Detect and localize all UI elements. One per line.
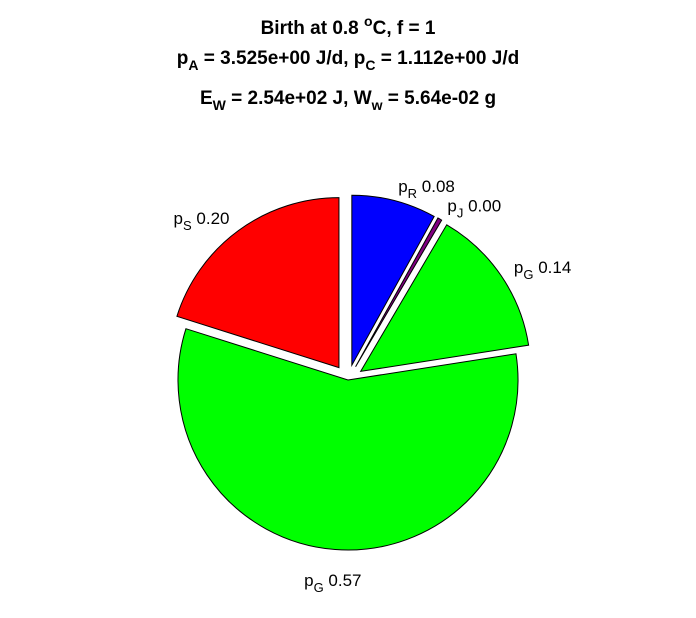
chart-title-line-3: EW = 2.54e+02 J, Ww = 5.64e-02 g: [200, 88, 496, 113]
pie-slice-pg-3: [177, 328, 519, 551]
pie-label-pg-3: pG 0.57: [304, 571, 361, 595]
pie-slice-pr-0: [351, 194, 435, 368]
pie-label-pg-2: pG 0.14: [514, 258, 571, 282]
pie-label-ps-4: pS 0.20: [174, 209, 230, 233]
chart-title-line-1: Birth at 0.8 oC, f = 1: [261, 13, 436, 39]
chart-title-line-2: pA = 3.525e+00 J/d, pC = 1.112e+00 J/d: [177, 48, 519, 73]
pie-slices: [176, 194, 530, 551]
pie-label-pj-1: pJ 0.00: [447, 197, 501, 221]
pie-slice-pg-2: [359, 224, 530, 373]
pie-slice-ps-4: [176, 197, 340, 369]
pie-label-pr-0: pR 0.08: [398, 177, 455, 201]
pie-slice-pj-1: [355, 217, 443, 367]
